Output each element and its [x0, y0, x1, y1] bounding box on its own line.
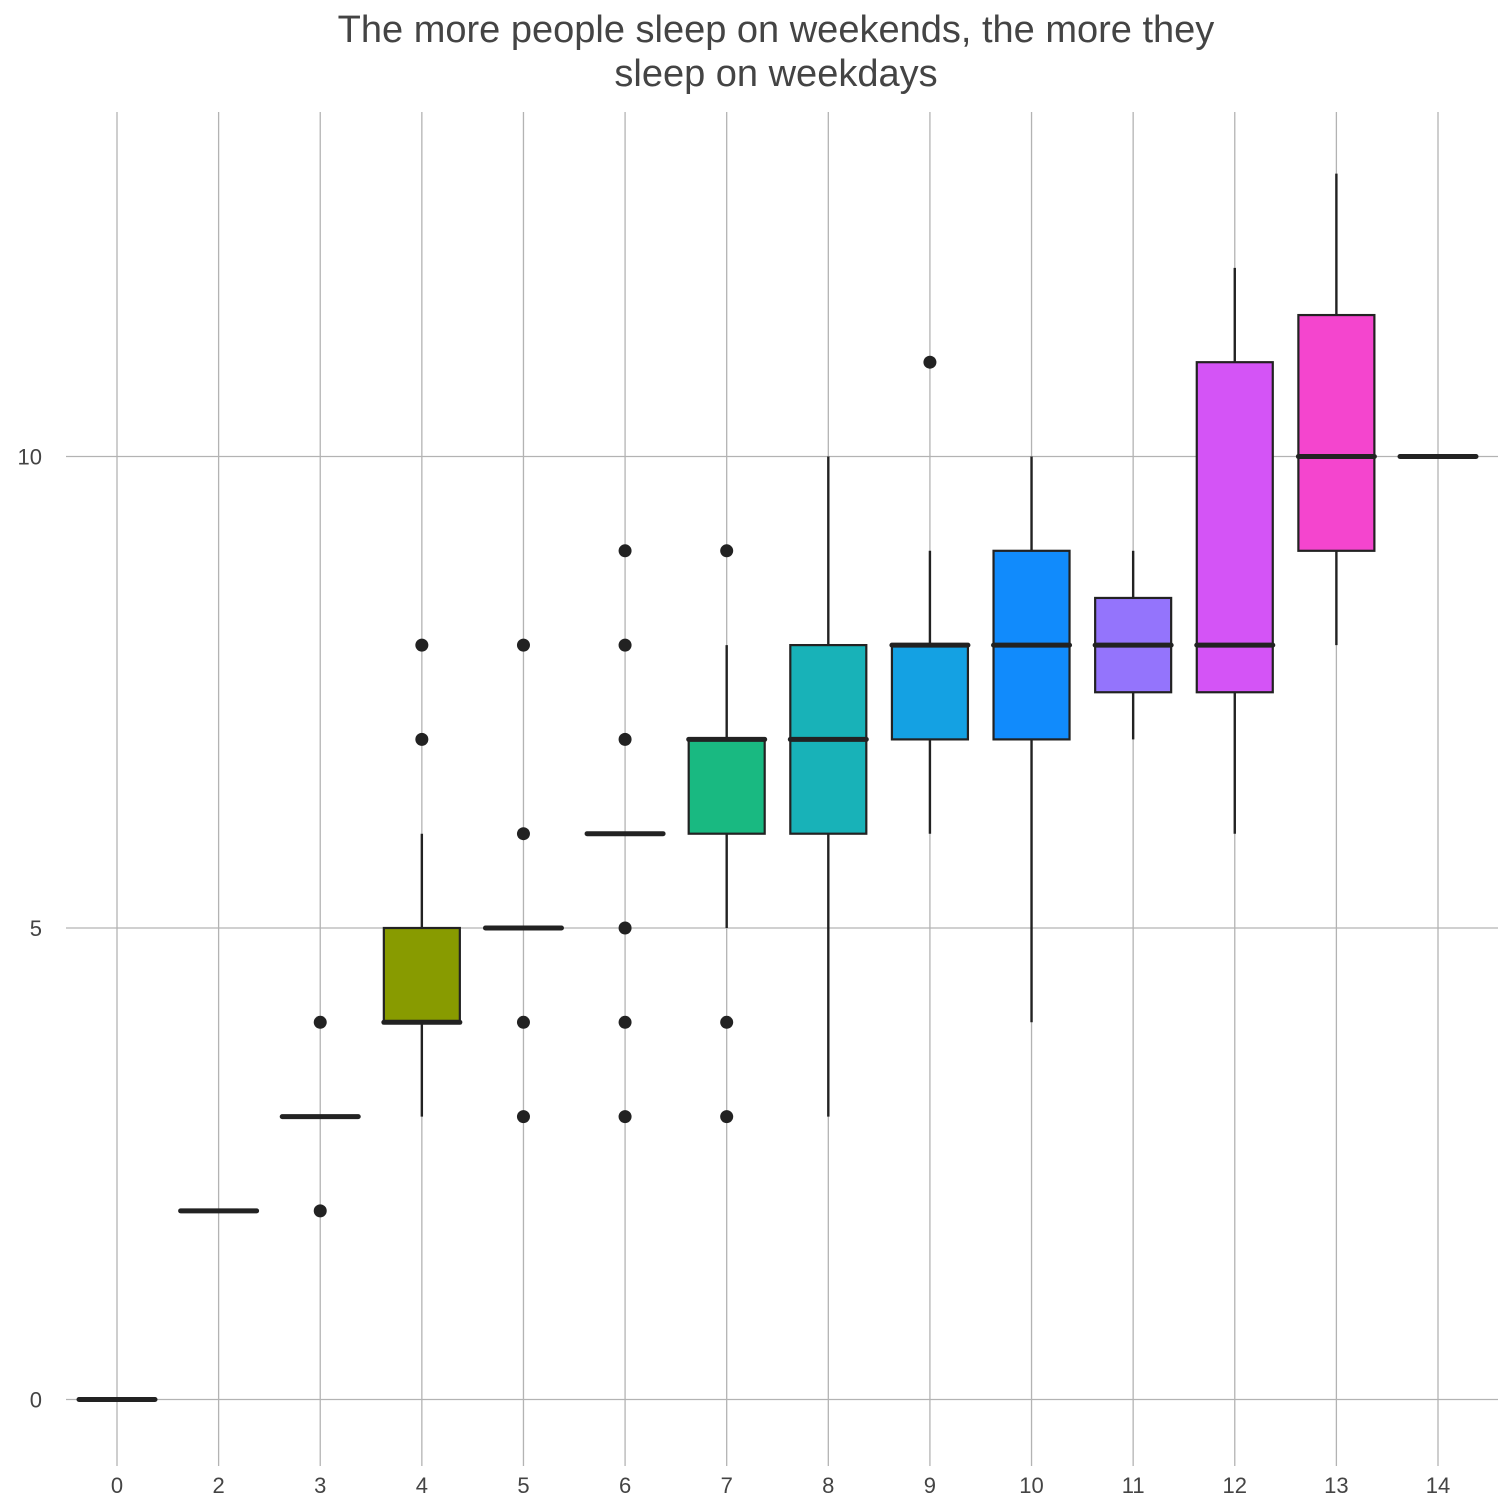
y-tick-label: 10	[18, 445, 42, 470]
boxes	[76, 173, 1479, 1402]
box-body	[1195, 361, 1274, 694]
box-group-12	[1194, 267, 1276, 834]
x-tick-label: 14	[1426, 1473, 1450, 1498]
x-tick-label: 2	[212, 1473, 224, 1498]
outlier-point	[720, 1110, 734, 1124]
box-group-11	[1092, 550, 1174, 740]
x-tick-label: 5	[517, 1473, 529, 1498]
y-tick-label: 0	[30, 1388, 42, 1413]
box-body	[382, 926, 461, 1024]
outlier-point	[618, 638, 632, 652]
x-tick-label: 0	[111, 1473, 123, 1498]
box-group-3	[279, 1015, 361, 1218]
outlier-point	[923, 355, 937, 369]
box-group-9	[889, 355, 971, 834]
axis-tick-labels: 0 5 10 0 2 3 4 5 6 7 8 9 10 11 12 13 14	[18, 445, 1451, 1499]
box-group-13	[1295, 173, 1377, 646]
outlier-point	[516, 1015, 530, 1029]
y-tick-label: 5	[30, 916, 42, 941]
outlier-point	[618, 732, 632, 746]
grid-lines	[66, 112, 1498, 1466]
outlier-point	[313, 1015, 327, 1029]
outlier-point	[415, 638, 429, 652]
outlier-point	[720, 544, 734, 558]
outlier-point	[516, 827, 530, 841]
x-tick-label: 11	[1122, 1473, 1145, 1498]
x-tick-label: 9	[924, 1473, 936, 1498]
x-tick-label: 13	[1324, 1473, 1348, 1498]
outlier-point	[516, 1110, 530, 1124]
outlier-point	[415, 732, 429, 746]
box-group-10	[991, 456, 1073, 1023]
x-tick-label: 4	[416, 1473, 428, 1498]
outlier-point	[516, 638, 530, 652]
x-tick-label: 12	[1223, 1473, 1247, 1498]
outlier-point	[618, 921, 632, 935]
x-tick-label: 3	[314, 1473, 326, 1498]
x-tick-label: 10	[1019, 1473, 1043, 1498]
chart-title: The more people sleep on weekends, the m…	[0, 8, 1512, 96]
x-tick-label: 6	[619, 1473, 631, 1498]
chart-title-line-1: The more people sleep on weekends, the m…	[337, 9, 1215, 51]
box-body	[890, 643, 970, 741]
outlier-point	[618, 1015, 632, 1029]
box-group-7	[686, 544, 768, 1124]
outlier-point	[720, 1015, 734, 1029]
box-group-5	[482, 638, 564, 1124]
box-group-6	[584, 544, 666, 1124]
outlier-point	[618, 544, 632, 558]
box-body	[687, 738, 766, 835]
outlier-point	[618, 1110, 632, 1124]
box-body	[1297, 313, 1376, 552]
x-tick-label: 7	[721, 1473, 733, 1498]
outlier-point	[313, 1204, 327, 1218]
box-group-4	[381, 638, 463, 1117]
x-tick-label: 8	[822, 1473, 834, 1498]
chart-title-line-2: sleep on weekdays	[614, 53, 938, 95]
box-group-8	[787, 456, 869, 1117]
